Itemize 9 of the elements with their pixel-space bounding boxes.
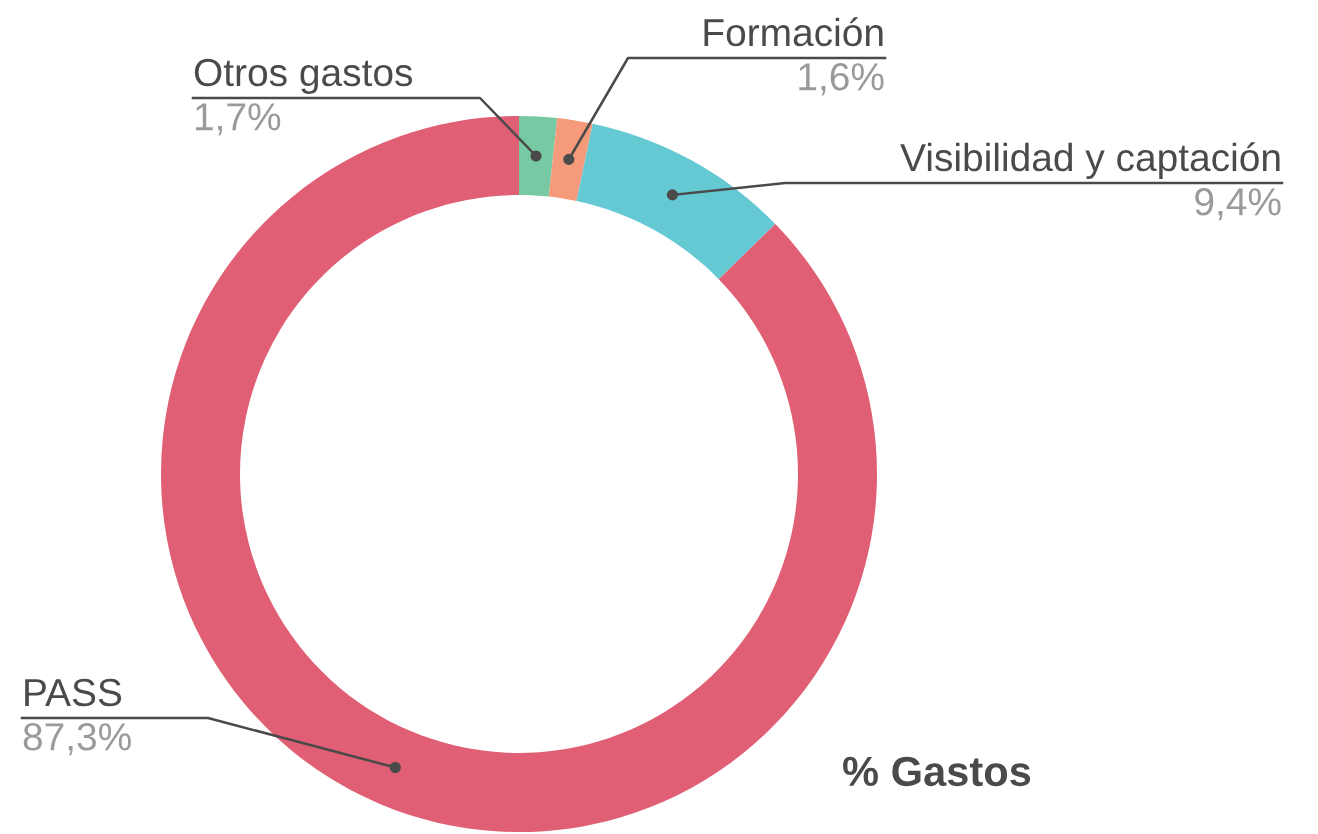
data-label: 9,4% xyxy=(1195,188,1281,221)
data-label: 87,3% xyxy=(23,723,131,756)
slice-label: Visibilidad y captación xyxy=(900,142,1280,179)
data-label: 1,7% xyxy=(195,103,281,136)
data-label: 1,6% xyxy=(799,63,884,96)
text: % Gastos xyxy=(843,756,1031,787)
slice-label: PASS xyxy=(25,678,122,707)
slice-label: Formación xyxy=(704,17,883,47)
slice-label: Otros gastos xyxy=(194,58,413,94)
